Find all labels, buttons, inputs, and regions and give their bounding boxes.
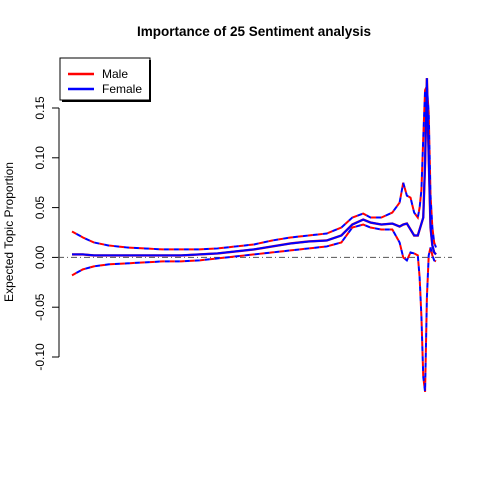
legend-label-male: Male: [102, 67, 128, 81]
y-tick-label: 0.15: [33, 96, 47, 120]
series-group: [71, 78, 437, 392]
y-axis: -0.10 -0.05 0.00 0.05 0.10 0.15: [33, 96, 60, 371]
female-mean-line: [72, 78, 437, 257]
legend-label-female: Female: [102, 82, 142, 96]
y-tick-label: -0.10: [33, 343, 47, 371]
y-tick-label: -0.05: [33, 293, 47, 321]
female-lower-ci-line: [71, 223, 437, 392]
chart-title: Importance of 25 Sentiment analysis: [137, 24, 371, 39]
y-tick-label: 0.10: [33, 146, 47, 170]
y-tick-label: 0.05: [33, 196, 47, 220]
female-upper-ci-line: [71, 85, 437, 251]
male-upper-ci-line: [71, 85, 437, 251]
y-axis-label: Expected Topic Proportion: [2, 162, 16, 302]
y-tick-label: 0.00: [33, 245, 47, 269]
